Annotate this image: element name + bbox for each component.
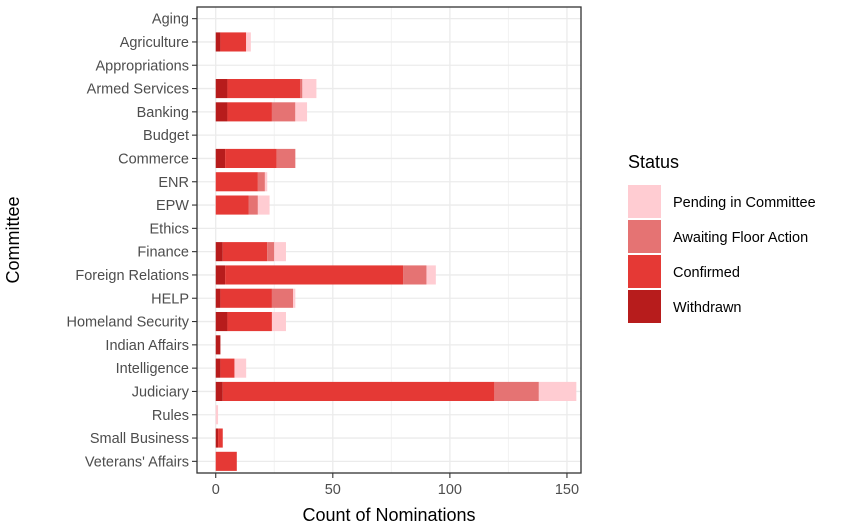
x-tick-label: 50 — [325, 482, 341, 498]
y-tick-label: HELP — [151, 291, 189, 307]
legend-title: Status — [628, 152, 679, 172]
bar-segment — [215, 78, 228, 99]
legend: Status Pending in Committee Awaiting Floo… — [628, 152, 816, 323]
x-axis-title: Count of Nominations — [302, 505, 475, 525]
bar-segment — [227, 78, 301, 99]
bar-segment — [426, 265, 436, 285]
x-tick-label: 0 — [212, 482, 220, 498]
y-tick-label: Ethics — [150, 221, 190, 237]
legend-swatch — [628, 220, 661, 253]
y-tick-label: EPW — [156, 198, 189, 214]
bar-segment — [220, 358, 235, 378]
bar-segment — [494, 381, 539, 402]
bar-segment — [220, 32, 247, 52]
bar-segment — [257, 195, 270, 215]
y-tick-label: Judiciary — [132, 384, 190, 400]
bar-segment — [300, 78, 303, 99]
y-tick-label: Appropriations — [96, 58, 190, 74]
y-tick-label: ENR — [158, 175, 189, 191]
bar-segment — [215, 288, 221, 308]
bar-segment — [538, 381, 577, 402]
bars — [215, 32, 577, 471]
bar-segment — [225, 265, 404, 285]
x-tick-label: 150 — [555, 482, 579, 498]
bar-segment — [295, 102, 308, 122]
y-tick-label: Foreign Relations — [75, 268, 189, 284]
bar-segment — [215, 195, 249, 215]
legend-label: Awaiting Floor Action — [673, 230, 808, 246]
legend-label: Pending in Committee — [673, 195, 816, 211]
bar-segment — [274, 242, 286, 262]
bar-segment — [218, 428, 223, 448]
bar-segment — [271, 311, 286, 332]
y-tick-label: Finance — [137, 245, 189, 261]
bar-segment — [271, 102, 296, 122]
bar-segment — [215, 265, 226, 285]
y-tick-label: Agriculture — [120, 35, 189, 51]
legend-label: Withdrawn — [673, 300, 742, 316]
y-tick-label: Indian Affairs — [105, 338, 189, 354]
bar-segment — [257, 172, 265, 192]
bar-segment — [225, 148, 277, 169]
x-tick-label: 100 — [438, 482, 462, 498]
y-tick-label: Commerce — [118, 151, 189, 167]
bar-segment — [215, 451, 237, 471]
legend-label: Confirmed — [673, 265, 740, 281]
bar-segment — [215, 242, 223, 262]
bar-segment — [222, 242, 268, 262]
bar-segment — [403, 265, 427, 285]
bar-segment — [227, 102, 272, 122]
y-tick-label: Homeland Security — [67, 315, 190, 331]
bar-segment — [271, 288, 293, 308]
legend-swatch — [628, 290, 661, 323]
bar-segment — [215, 428, 219, 448]
bar-segment — [215, 335, 221, 355]
bar-segment — [227, 311, 272, 332]
bar-segment — [276, 148, 296, 169]
legend-swatch — [628, 185, 661, 218]
y-tick-label: Budget — [143, 128, 189, 144]
y-tick-label: Veterans' Affairs — [85, 454, 189, 470]
bar-segment — [267, 242, 275, 262]
bar-segment — [302, 78, 317, 99]
bar-segment — [220, 288, 272, 308]
legend-swatch — [628, 255, 661, 288]
bar-segment — [215, 102, 228, 122]
bar-segment — [293, 288, 296, 308]
y-axis-title: Committee — [3, 196, 23, 283]
bar-segment — [215, 32, 221, 52]
bar-segment — [248, 195, 258, 215]
bar-segment — [215, 311, 228, 332]
bar-segment — [215, 405, 219, 425]
bar-segment — [215, 358, 221, 378]
y-tick-label: Rules — [152, 408, 189, 424]
bar-segment — [246, 32, 251, 52]
plot-border — [196, 6, 582, 474]
y-tick-label: Banking — [137, 105, 189, 121]
y-tick-label: Small Business — [90, 431, 189, 447]
bar-segment — [215, 172, 258, 192]
bar-segment — [234, 358, 247, 378]
bar-segment — [222, 381, 495, 402]
bar-segment — [215, 381, 223, 402]
y-tick-label: Aging — [152, 12, 189, 28]
bar-segment — [215, 148, 226, 169]
axes: 0 50 100 150 Aging Agriculture Appropriations A… — [67, 12, 580, 498]
y-tick-label: Armed Services — [87, 82, 189, 98]
bar-segment — [264, 172, 268, 192]
y-tick-label: Intelligence — [116, 361, 189, 377]
